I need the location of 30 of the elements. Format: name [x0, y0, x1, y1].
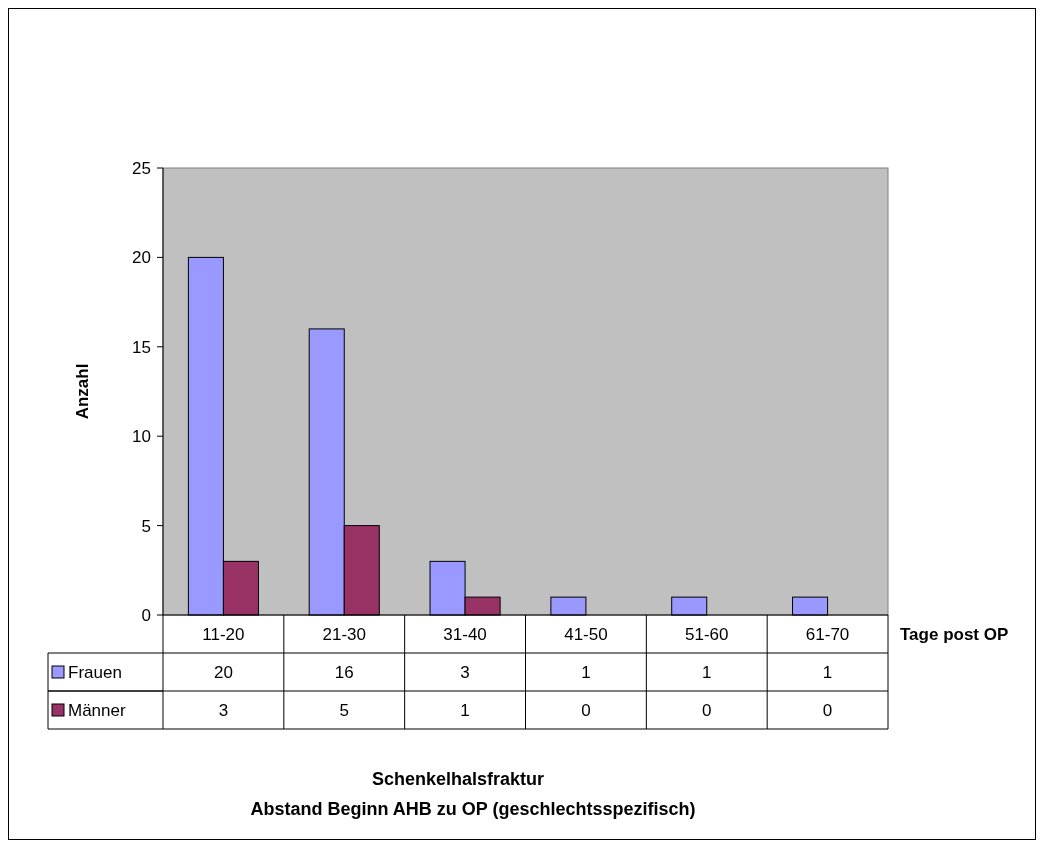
- x-tick-label: 11-20: [202, 624, 245, 644]
- y-tick-label: 25: [132, 158, 151, 178]
- data-label: 20: [213, 662, 233, 682]
- legend-label: Männer: [68, 700, 126, 720]
- data-label: 1: [702, 662, 712, 682]
- data-label: 16: [334, 662, 354, 682]
- data-label: 3: [460, 662, 470, 682]
- text: Abstand Beginn AHB zu OP (geschlechtsspezifisch): [250, 799, 696, 819]
- data-label: 0: [822, 700, 833, 720]
- data-label: 3: [218, 700, 229, 720]
- data-label: 0: [581, 700, 591, 720]
- text: Schenkelhalsfraktur: [371, 769, 545, 789]
- data-label: 1: [460, 700, 470, 720]
- x-tick-label: 41-50: [564, 624, 608, 644]
- y-tick-label: 15: [132, 337, 151, 357]
- data-label: 1: [581, 662, 591, 682]
- x-tick-label: 61-70: [805, 624, 850, 644]
- y-tick-label: 5: [141, 516, 151, 536]
- y-tick-label: 0: [141, 605, 151, 625]
- data-label: 1: [822, 662, 833, 682]
- y-axis-title: Anzahl: [73, 363, 92, 420]
- legend-label: Frauen: [68, 662, 122, 682]
- data-label: 0: [702, 700, 712, 720]
- x-tick-label: 21-30: [322, 624, 366, 644]
- data-label: 5: [339, 700, 349, 720]
- x-tick-label: 31-40: [443, 624, 487, 644]
- y-tick-label: 20: [132, 248, 151, 268]
- y-tick-label: 10: [132, 427, 151, 447]
- x-tick-label: 51-60: [685, 624, 729, 644]
- x-axis-title: Tage post OP: [900, 624, 1009, 644]
